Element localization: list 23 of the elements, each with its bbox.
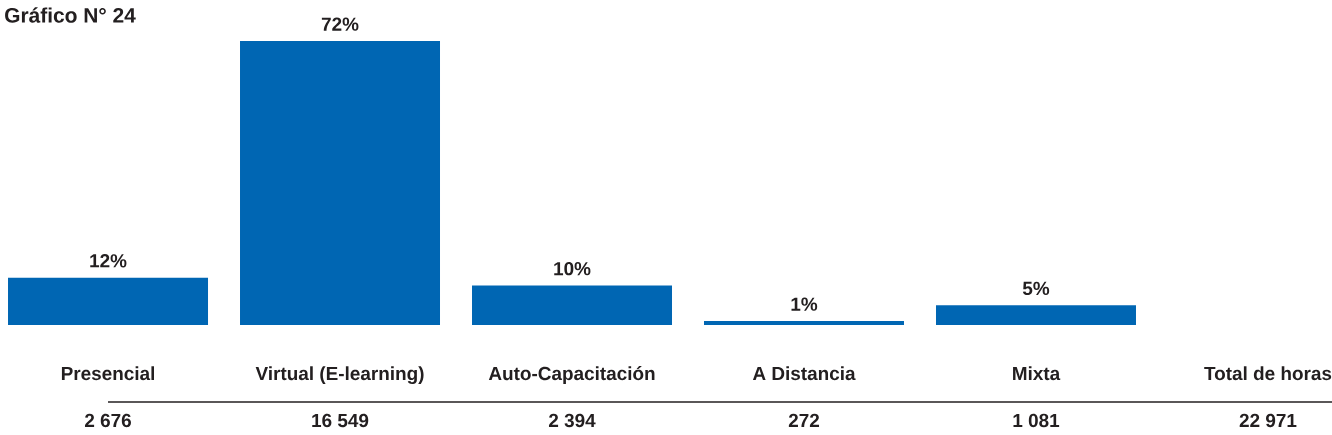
x-tick-label: Presencial bbox=[61, 366, 155, 381]
bar bbox=[240, 40, 441, 325]
data-label: 1% bbox=[791, 297, 818, 311]
text: 272 bbox=[788, 413, 820, 427]
text: 22 971 bbox=[1239, 413, 1297, 428]
chart-title: Gráfico N° 24 bbox=[5, 7, 136, 23]
x-tick-label: Mixta bbox=[1013, 366, 1061, 381]
data-label: 10% bbox=[554, 261, 591, 276]
bar bbox=[935, 305, 1136, 325]
x-tick-label: Auto-Capacitación bbox=[488, 366, 655, 384]
x-tick-label: A Distancia bbox=[752, 366, 856, 381]
text: 1 081 bbox=[1013, 413, 1060, 428]
x-tick-label: Total de horas bbox=[1204, 366, 1332, 381]
text: 16 549 bbox=[312, 413, 369, 428]
bar bbox=[704, 321, 904, 325]
text: 2 676 bbox=[84, 413, 131, 428]
bar bbox=[8, 277, 209, 325]
text: 2 394 bbox=[548, 413, 596, 428]
bar bbox=[472, 285, 673, 325]
x-tick-label: Virtual (E-learning) bbox=[255, 366, 424, 384]
data-label: 72% bbox=[321, 17, 359, 31]
data-label: 5% bbox=[1022, 281, 1050, 296]
data-label: 12% bbox=[90, 254, 127, 268]
